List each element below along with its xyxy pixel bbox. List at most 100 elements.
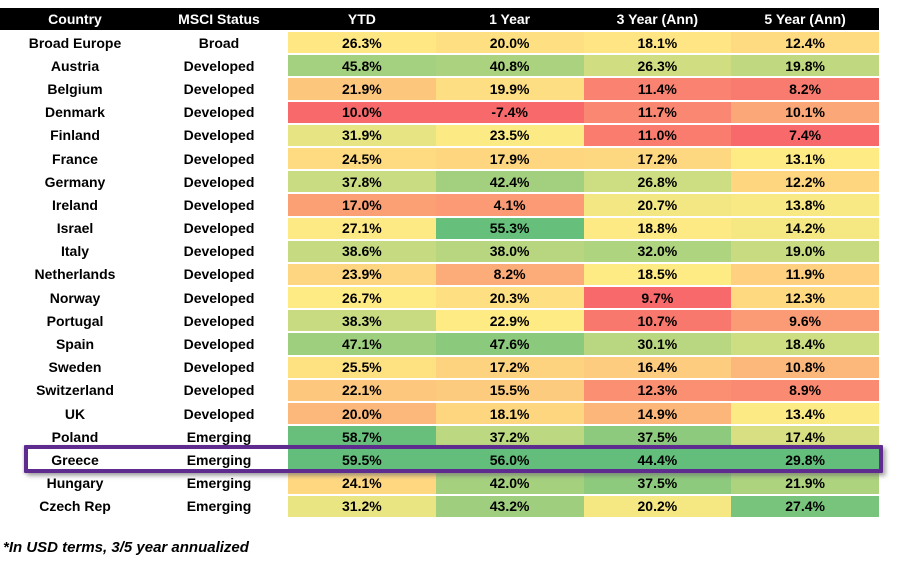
value-cell: 24.5% bbox=[288, 147, 436, 170]
table-row: Poland Emerging 58.7% 37.2% 37.5% 17.4% bbox=[0, 426, 879, 448]
table-row: Switzerland Developed 22.1% 15.5% 12.3% 8.9% bbox=[0, 379, 879, 401]
status-cell: Developed bbox=[183, 127, 255, 144]
country-cell: Broad Europe bbox=[28, 34, 122, 51]
value-cell: 32.0% bbox=[583, 240, 732, 262]
value-cell: 38.6% bbox=[288, 240, 436, 262]
value-cell: 47.1% bbox=[288, 333, 436, 355]
table-row: UK Developed 20.0% 18.1% 14.9% 13.4% bbox=[0, 403, 879, 425]
country-cell: Finland bbox=[50, 127, 100, 144]
value-cell: 13.1% bbox=[731, 147, 879, 170]
value-cell: 17.2% bbox=[583, 147, 732, 170]
table-row: Czech Rep Emerging 31.2% 43.2% 20.2% 27.4% bbox=[0, 495, 879, 517]
country-cell: Switzerland bbox=[36, 382, 114, 399]
value-cell: 38.0% bbox=[435, 240, 584, 262]
value-cell: 44.4% bbox=[583, 449, 732, 471]
value-cell: 25.5% bbox=[288, 356, 436, 378]
status-cell: Developed bbox=[183, 382, 255, 399]
returns-table: Country MSCI Status YTD 1 Year 3 Year (A… bbox=[0, 8, 879, 517]
header-1-year: 1 Year bbox=[489, 11, 531, 27]
value-cell: 37.5% bbox=[583, 472, 732, 494]
value-cell: 27.4% bbox=[731, 495, 879, 517]
country-cell: Poland bbox=[51, 428, 99, 445]
value-cell: 26.8% bbox=[583, 171, 732, 193]
value-cell: -7.4% bbox=[435, 101, 584, 123]
status-cell: Emerging bbox=[186, 475, 252, 492]
value-cell: 19.0% bbox=[731, 240, 879, 262]
country-cell: France bbox=[52, 150, 98, 167]
value-cell: 12.4% bbox=[731, 32, 879, 54]
value-cell: 26.7% bbox=[288, 287, 436, 309]
value-cell: 18.8% bbox=[583, 217, 732, 239]
table-row: Belgium Developed 21.9% 19.9% 11.4% 8.2% bbox=[0, 78, 879, 100]
value-cell: 20.3% bbox=[435, 287, 584, 309]
country-cell: Austria bbox=[50, 57, 100, 74]
value-cell: 22.1% bbox=[288, 379, 436, 401]
value-cell: 8.2% bbox=[435, 263, 584, 286]
status-cell: Emerging bbox=[186, 451, 252, 468]
table-header-row: Country MSCI Status YTD 1 Year 3 Year (A… bbox=[0, 8, 879, 30]
value-cell: 7.4% bbox=[731, 124, 879, 146]
value-cell: 11.4% bbox=[583, 78, 732, 100]
value-cell: 56.0% bbox=[435, 449, 584, 471]
status-cell: Developed bbox=[183, 196, 255, 213]
value-cell: 17.9% bbox=[435, 147, 584, 170]
value-cell: 8.2% bbox=[731, 78, 879, 100]
country-cell: Germany bbox=[44, 173, 106, 190]
value-cell: 31.2% bbox=[288, 495, 436, 517]
value-cell: 19.8% bbox=[731, 55, 879, 77]
country-cell: Hungary bbox=[46, 475, 104, 492]
status-cell: Developed bbox=[183, 57, 255, 74]
value-cell: 10.8% bbox=[731, 356, 879, 378]
value-cell: 38.3% bbox=[288, 310, 436, 332]
value-cell: 10.1% bbox=[731, 101, 879, 123]
table-row: Norway Developed 26.7% 20.3% 9.7% 12.3% bbox=[0, 287, 879, 309]
status-cell: Developed bbox=[183, 336, 255, 353]
value-cell: 12.2% bbox=[731, 171, 879, 193]
value-cell: 20.7% bbox=[583, 194, 732, 216]
value-cell: 19.9% bbox=[435, 78, 584, 100]
footnote-text: *In USD terms, 3/5 year annualized bbox=[3, 539, 249, 556]
value-cell: 11.0% bbox=[583, 124, 732, 146]
value-cell: 12.3% bbox=[731, 287, 879, 309]
status-cell: Developed bbox=[183, 80, 255, 97]
value-cell: 55.3% bbox=[435, 217, 584, 239]
value-cell: 10.7% bbox=[583, 310, 732, 332]
status-cell: Developed bbox=[183, 243, 255, 260]
table-row: Sweden Developed 25.5% 17.2% 16.4% 10.8% bbox=[0, 356, 879, 378]
value-cell: 37.2% bbox=[435, 426, 584, 448]
value-cell: 24.1% bbox=[288, 472, 436, 494]
value-cell: 40.8% bbox=[435, 55, 584, 77]
header-ytd: YTD bbox=[347, 11, 376, 27]
status-cell: Emerging bbox=[186, 428, 252, 445]
status-cell: Developed bbox=[183, 312, 255, 329]
status-cell: Emerging bbox=[186, 498, 252, 515]
status-cell: Developed bbox=[183, 150, 255, 167]
table-row: Broad Europe Broad 26.3% 20.0% 18.1% 12.4% bbox=[0, 32, 879, 54]
value-cell: 18.5% bbox=[583, 263, 732, 286]
value-cell: 11.7% bbox=[583, 101, 732, 123]
value-cell: 42.4% bbox=[435, 171, 584, 193]
value-cell: 9.6% bbox=[731, 310, 879, 332]
value-cell: 18.1% bbox=[583, 32, 732, 54]
table-row: Greece Emerging 59.5% 56.0% 44.4% 29.8% bbox=[0, 449, 879, 471]
value-cell: 42.0% bbox=[435, 472, 584, 494]
value-cell: 20.2% bbox=[583, 495, 732, 517]
country-cell: Israel bbox=[56, 220, 94, 237]
value-cell: 58.7% bbox=[288, 426, 436, 448]
value-cell: 37.5% bbox=[583, 426, 732, 448]
value-cell: 17.2% bbox=[435, 356, 584, 378]
value-cell: 37.8% bbox=[288, 171, 436, 193]
value-cell: 47.6% bbox=[435, 333, 584, 355]
value-cell: 18.4% bbox=[731, 333, 879, 355]
status-cell: Developed bbox=[183, 104, 255, 121]
country-cell: Greece bbox=[51, 451, 99, 468]
value-cell: 8.9% bbox=[731, 379, 879, 401]
table-row: Hungary Emerging 24.1% 42.0% 37.5% 21.9% bbox=[0, 472, 879, 494]
country-cell: Czech Rep bbox=[39, 498, 111, 515]
value-cell: 9.7% bbox=[583, 287, 732, 309]
value-cell: 13.8% bbox=[731, 194, 879, 216]
value-cell: 18.1% bbox=[435, 403, 584, 425]
value-cell: 11.9% bbox=[731, 263, 879, 286]
table-row: Netherlands Developed 23.9% 8.2% 18.5% 11.9% bbox=[0, 263, 879, 286]
